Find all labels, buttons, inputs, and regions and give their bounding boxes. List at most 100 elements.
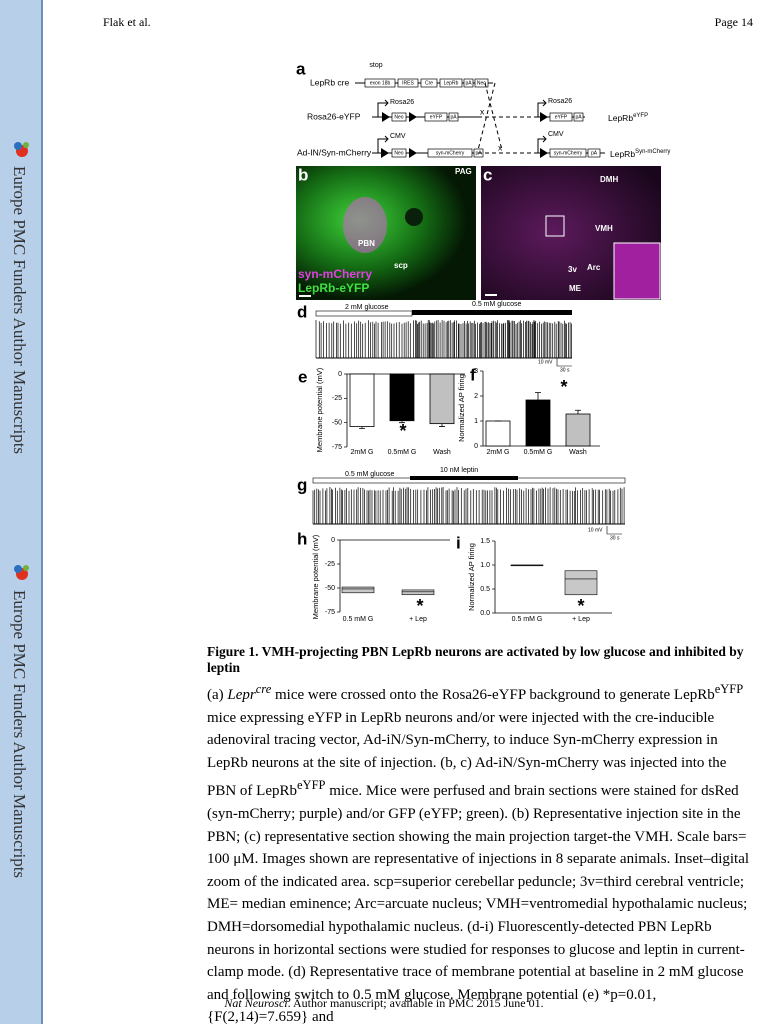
construct-text: eYFP (555, 114, 568, 120)
significance: * (577, 596, 584, 616)
scale-bar (606, 526, 622, 535)
construct-text: Cre (425, 80, 433, 86)
image-label: ME (569, 284, 582, 293)
construct-box (587, 148, 601, 158)
scale-text: 30 s (560, 367, 570, 373)
condition: 0.5 mM glucose (472, 301, 522, 308)
construct-text: pA (591, 150, 598, 156)
construct-text: Neo (477, 80, 486, 86)
construct-box (573, 112, 584, 122)
promoter: Rosa26 (390, 99, 414, 106)
header-author: Flak et al. (103, 15, 151, 29)
y-tick-label: 0 (338, 371, 342, 378)
chart: 0 -25 -50 -75 2mM G 0.5mM G Wash (332, 371, 465, 456)
footer: Nat Neurosci. Author manuscript; availab… (0, 996, 768, 1011)
recombination (477, 82, 503, 151)
construct-box (448, 112, 459, 122)
figure: a stop LepRb cre exon 18b IRES Cre LepRb pA N… (296, 59, 670, 623)
y-tick-label: 3 (474, 368, 478, 375)
x-tick-label: 0.5 mM G (512, 616, 543, 623)
promoter: CMV (390, 133, 406, 140)
arrow (377, 99, 389, 117)
superscript: eYFP (297, 778, 326, 793)
micrograph-signal (405, 208, 423, 226)
bar (349, 373, 375, 427)
significance: * (416, 596, 423, 616)
y-tick-label: -50 (325, 585, 335, 592)
construct-box (364, 78, 396, 88)
loxp (382, 112, 417, 122)
inset (613, 242, 661, 300)
construct-box (391, 112, 407, 122)
y-tick-label: -75 (325, 609, 335, 616)
construct-text: IRES (402, 80, 414, 86)
x-tick-label: Wash (433, 449, 451, 456)
panel-label: e (298, 367, 307, 386)
error-bar (535, 392, 541, 400)
cross: x (480, 106, 485, 116)
box (564, 570, 598, 596)
construct-text: pA (465, 80, 472, 86)
construct-text: exon 18b (370, 80, 391, 86)
promoter: Rosa26 (548, 98, 572, 105)
y-tick-label: 0.0 (480, 610, 490, 617)
chart: 0 -25 -50 -75 0.5 mM G + Lep (325, 537, 450, 623)
significance: * (399, 421, 406, 441)
x-tick-label: + Lep (572, 616, 590, 623)
caption: Figure 1. VMH-projecting PBN LepRb neuro… (207, 644, 755, 1029)
construct-text: Neo (394, 114, 403, 120)
construct: exon 18b IRES Cre LepRb pA Neo (364, 78, 489, 88)
arrow (377, 135, 389, 153)
construct-box (549, 148, 587, 158)
construct-text: eYFP (430, 114, 443, 120)
trace (315, 320, 572, 359)
construct-box (397, 78, 419, 88)
y-tick-label: -75 (332, 444, 342, 451)
superscript: Syn-mCherry (635, 149, 670, 155)
construct-text: syn-mCherry (436, 150, 465, 156)
x-tick-label: 0.5 mM G (343, 616, 374, 623)
arrow (537, 99, 547, 117)
micrograph-signal (343, 197, 387, 253)
panel-label: i (456, 533, 461, 552)
image-label: scp (394, 261, 408, 270)
error-bar (575, 409, 581, 414)
construct-text: syn-mCherry (554, 150, 583, 156)
bar (389, 373, 415, 422)
trace (312, 487, 625, 525)
construct: syn-mCherry pA (549, 148, 601, 158)
superscript: eYFP (633, 113, 648, 119)
construct-box (549, 112, 573, 122)
image-label: PAG (455, 167, 472, 176)
construct-box (391, 148, 407, 158)
x-tick-label: Wash (569, 449, 587, 456)
panel-label: a (296, 59, 306, 78)
box (341, 586, 375, 594)
chart: 0 1 2 3 2mM G 0.5mM G Wash (474, 368, 600, 456)
row-label: Rosa26-eYFP (307, 111, 361, 121)
panel-label: g (297, 475, 307, 494)
loxp (540, 148, 548, 158)
construct-box (474, 78, 489, 88)
sidebar-text: Europe PMC Funders Author Manuscripts (10, 166, 29, 455)
x-tick-label: 0.5mM G (388, 449, 417, 456)
output-label: LepRbSyn-mCherry (610, 149, 670, 160)
caption-text: mice were crossed onto the Rosa26-eYFP b… (271, 687, 715, 703)
loxp (381, 148, 417, 158)
condition: 2 mM glucose (345, 304, 389, 311)
y-tick-label: 1.0 (480, 562, 490, 569)
row-label: Ad-IN/Syn-mCherry (297, 147, 372, 157)
condition-bar (315, 310, 413, 317)
logo (14, 565, 29, 580)
image-label: Arc (587, 263, 601, 272)
promoter: CMV (548, 131, 564, 138)
caption-text: (a) (207, 687, 228, 703)
y-tick-label: -25 (325, 561, 335, 568)
bar (485, 420, 511, 447)
panel-label: c (483, 165, 492, 184)
footer-journal: Nat Neurosci (224, 996, 288, 1010)
arrow (537, 135, 547, 153)
x-tick-label: 2mM G (487, 449, 510, 456)
caption-title: Figure 1. VMH-projecting PBN LepRb neuro… (207, 644, 744, 675)
construct: Neo eYFP pA (391, 112, 459, 122)
